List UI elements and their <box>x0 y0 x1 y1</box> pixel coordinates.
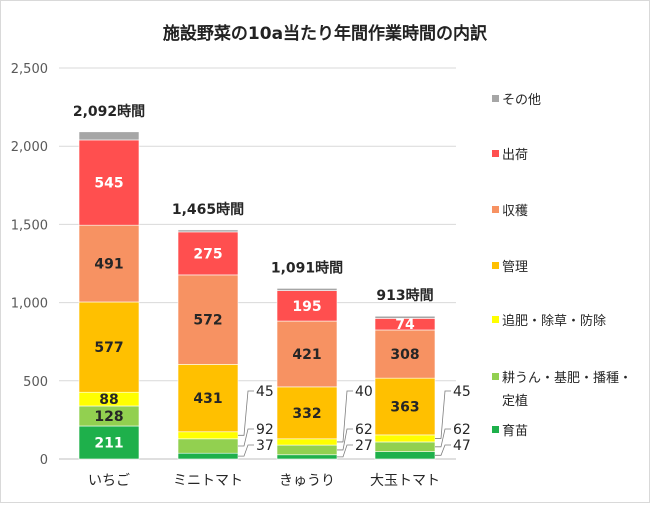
legend-label: 育苗 <box>502 423 528 439</box>
bar-segment <box>276 444 338 456</box>
bar-segment <box>374 315 436 319</box>
data-label: 74 <box>395 317 415 333</box>
bar-segment <box>78 301 140 393</box>
bar-segment <box>374 329 436 379</box>
data-label: 40 <box>355 384 373 400</box>
data-label: 45 <box>256 384 274 400</box>
data-label: 27 <box>355 438 373 454</box>
bar-segment <box>276 454 338 460</box>
y-axis: 0 500 1,000 1,500 2,000 2,500 <box>11 62 48 468</box>
data-label: 62 <box>453 422 471 438</box>
legend-label: その他 <box>502 93 541 108</box>
legend-label: 耕うん・基肥・播種・ <box>502 370 632 386</box>
x-tick-label: ミニトマト <box>173 473 243 489</box>
bar-segment <box>276 288 338 291</box>
legend-label: 管理 <box>502 260 528 275</box>
data-label: 363 <box>390 400 419 416</box>
x-tick-label: きゅうり <box>279 473 335 489</box>
leader-line <box>435 390 451 439</box>
bar-segment <box>78 131 140 141</box>
legend-swatch <box>492 95 499 102</box>
data-label: 308 <box>390 347 419 363</box>
data-label: 195 <box>292 299 321 315</box>
bar-segment <box>177 229 239 233</box>
bar-segment <box>177 274 239 365</box>
bar-segment <box>374 441 436 452</box>
data-label: 421 <box>292 347 321 363</box>
legend-label: 定植 <box>502 394 528 409</box>
data-label: 45 <box>453 384 471 400</box>
bar-segment <box>177 364 239 433</box>
bar-segment <box>276 290 338 322</box>
leader-line <box>337 390 353 443</box>
total-label: 1,091時間 <box>271 259 343 276</box>
legend-label: 収穫 <box>502 204 528 219</box>
legend-label: 追肥・除草・防除 <box>502 313 606 329</box>
data-label: 88 <box>99 392 118 408</box>
total-label: 2,092時間 <box>73 103 145 120</box>
leader-line <box>435 444 451 456</box>
x-tick-label: いちご <box>88 473 130 489</box>
x-axis: いちご ミニトマト きゅうり 大玉トマト <box>88 473 440 489</box>
data-label: 572 <box>193 313 222 329</box>
leader-line <box>435 428 451 448</box>
data-label: 491 <box>94 257 123 273</box>
bar-segment <box>276 438 338 446</box>
data-label: 275 <box>193 246 222 262</box>
x-tick-label: 大玉トマト <box>370 473 440 489</box>
y-tick-label: 2,000 <box>11 140 48 155</box>
chart-title: 施設野菜の10a当たり年間作業時間の内訳 <box>163 23 488 44</box>
legend-label: 出荷 <box>502 148 528 163</box>
leader-line <box>238 428 254 447</box>
bar-segment <box>177 438 239 454</box>
data-label: 37 <box>256 438 274 454</box>
bar-segment <box>374 434 436 443</box>
data-label: 128 <box>94 409 123 425</box>
bar-segment <box>177 452 239 460</box>
leader-line <box>337 428 353 451</box>
legend-swatch <box>492 316 499 323</box>
data-label: 577 <box>94 340 123 356</box>
leader-line <box>238 444 254 457</box>
bar-segment <box>78 425 140 460</box>
data-label: 332 <box>292 406 321 422</box>
legend-swatch <box>492 373 499 380</box>
bar-segment <box>374 451 436 460</box>
legend-swatch <box>492 262 499 269</box>
bar-segment <box>276 386 338 440</box>
bar-segment <box>177 431 239 440</box>
bar-segment <box>276 320 338 388</box>
y-tick-label: 1,500 <box>11 218 48 233</box>
y-tick-label: 0 <box>40 453 48 468</box>
total-label: 913時間 <box>376 287 433 304</box>
data-label: 47 <box>453 438 471 454</box>
data-label: 92 <box>256 422 274 438</box>
legend-swatch <box>492 426 499 433</box>
data-label: 62 <box>355 422 373 438</box>
y-tick-label: 500 <box>23 375 48 390</box>
data-label: 431 <box>193 391 222 407</box>
data-label: 545 <box>94 176 123 192</box>
y-tick-label: 1,000 <box>11 297 48 312</box>
legend-swatch <box>492 150 499 157</box>
y-tick-label: 2,500 <box>11 62 48 77</box>
data-label: 211 <box>94 435 123 451</box>
bar-segment <box>177 231 239 276</box>
leader-line <box>337 444 353 458</box>
leader-line <box>238 390 254 436</box>
legend-swatch <box>492 206 499 213</box>
total-label: 1,465時間 <box>172 201 244 218</box>
